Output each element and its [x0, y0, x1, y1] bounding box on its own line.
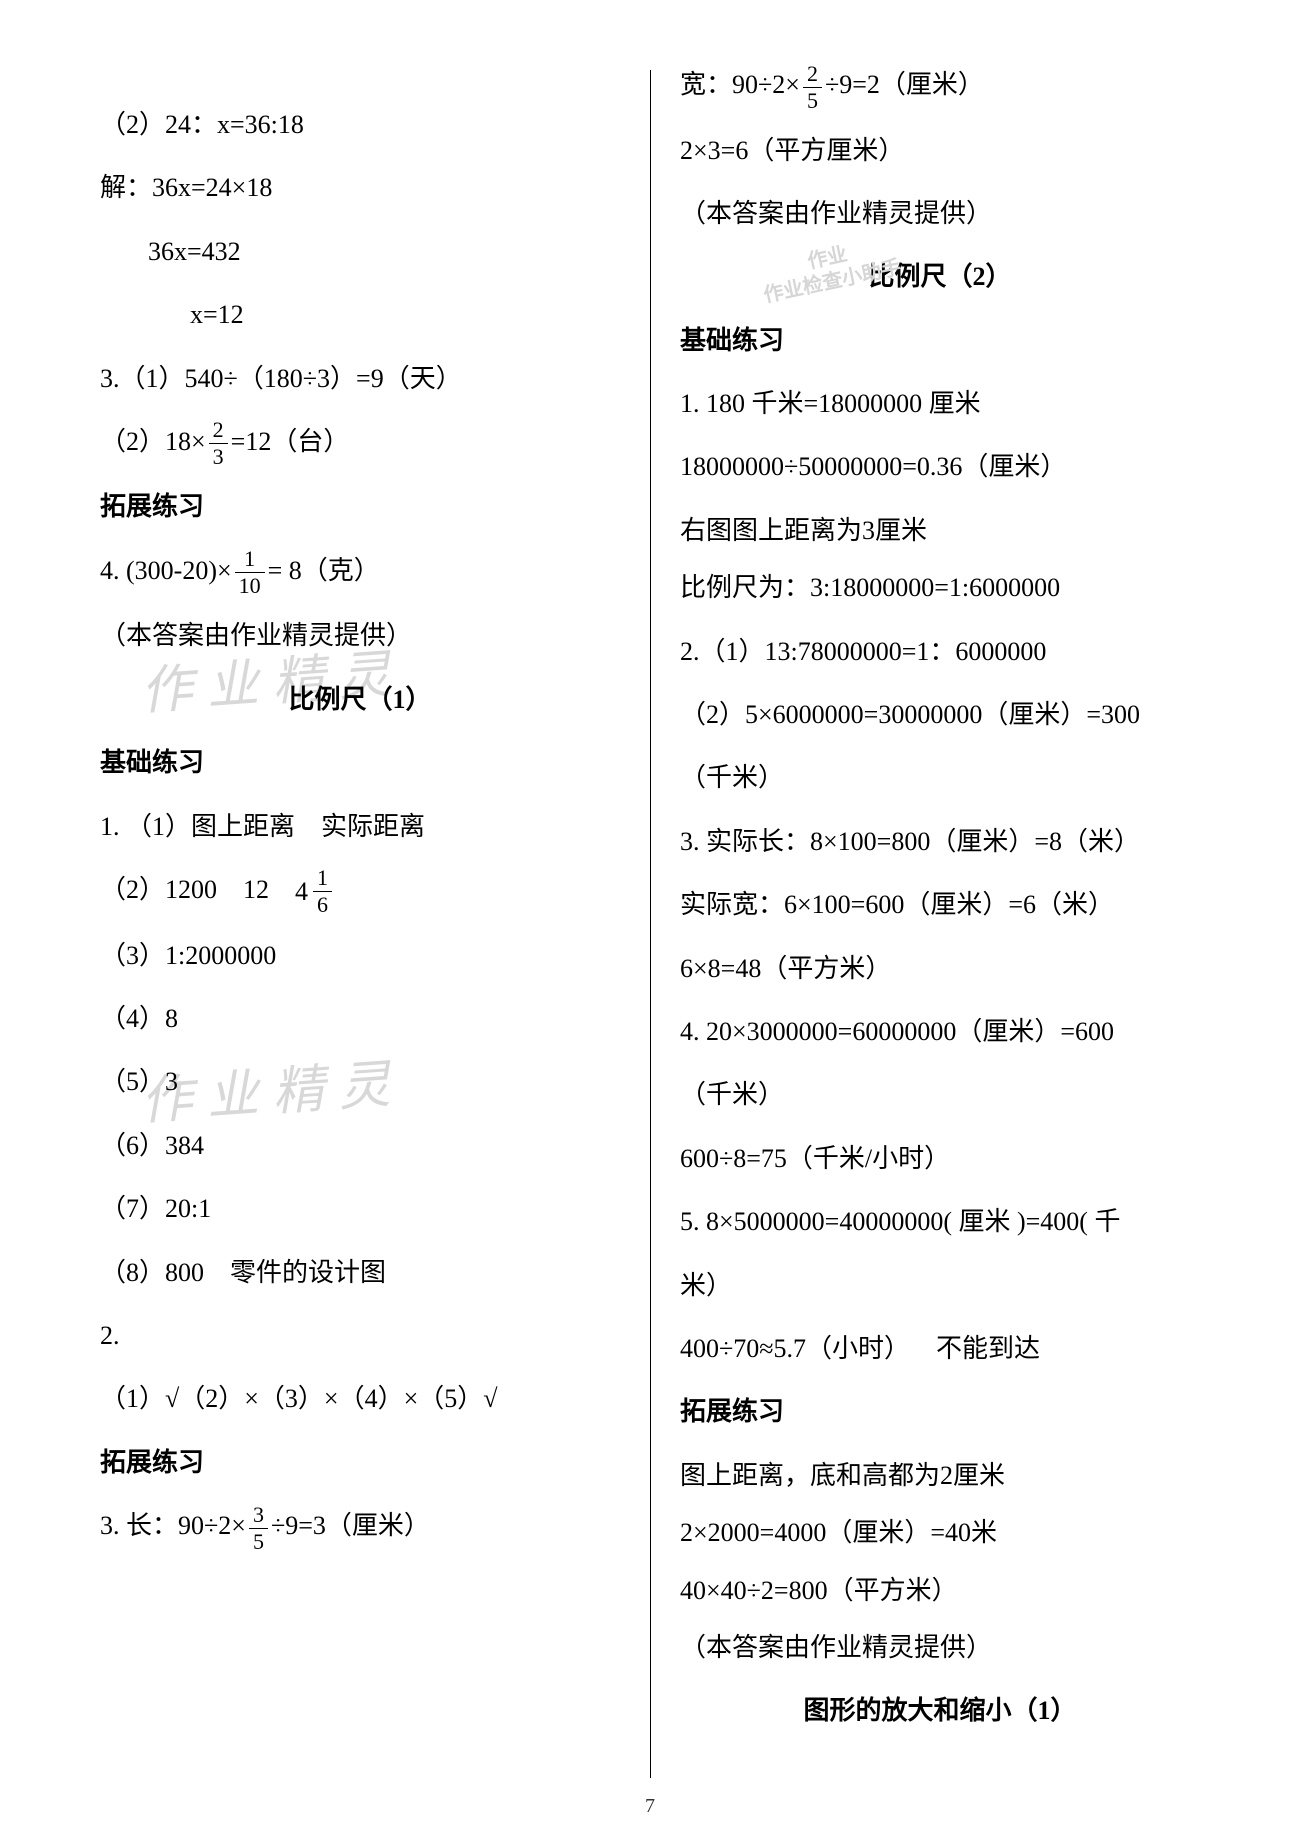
text-line: 解：36x=24×18 [100, 163, 620, 212]
fraction-numerator: 2 [209, 419, 228, 444]
text-line: 米） [680, 1261, 1200, 1310]
text-line: （2）24：x=36:18 [100, 100, 620, 149]
page-container: （2）24：x=36:18 解：36x=24×18 36x=432 x=12 3… [0, 0, 1300, 1838]
text-line: 4. 20×3000000=60000000（厘米）=600 [680, 1007, 1200, 1056]
text-fragment: 实际距离 [321, 812, 425, 841]
text-line: 实际宽：6×100=600（厘米）=6（米） [680, 880, 1200, 929]
mixed-whole: 4 [295, 867, 308, 916]
text-fragment: 不能到达 [936, 1334, 1040, 1363]
left-column: （2）24：x=36:18 解：36x=24×18 36x=432 x=12 3… [80, 60, 650, 1798]
fraction-numerator: 2 [803, 63, 822, 88]
text-line: （1）√（2）×（3）×（4）×（5）√ [100, 1374, 620, 1423]
text-fragment: 零件的设计图 [230, 1258, 386, 1287]
mixed-number: 416 [295, 867, 335, 916]
text-line: （本答案由作业精灵提供） [100, 611, 620, 660]
fraction-denominator: 3 [209, 444, 228, 468]
text-line: （千米） [680, 1070, 1200, 1119]
text-line: 3. 实际长：8×100=800（厘米）=8（米） [680, 817, 1200, 866]
fraction-numerator: 1 [235, 548, 265, 573]
text-line: 400÷70≈5.7（小时） 不能到达 [680, 1324, 1200, 1373]
text-line: （8）800 零件的设计图 [100, 1248, 620, 1297]
text-line: 5. 8×5000000=40000000( 厘米 )=400( 千 [680, 1197, 1200, 1246]
text-line: （千米） [680, 753, 1200, 802]
text-fragment: 400÷70≈5.7（小时） [680, 1334, 910, 1363]
section-heading: 拓展练习 [680, 1387, 1200, 1436]
fraction-numerator: 3 [249, 1504, 268, 1529]
text-fragment: （2）18× [100, 427, 206, 456]
section-heading: 基础练习 [680, 316, 1200, 365]
text-fragment: ÷9=3（厘米） [271, 1511, 430, 1540]
text-line: 宽：90÷2×25÷9=2（厘米） [680, 60, 1200, 112]
text-line: 比例尺为：3:18000000=1:6000000 [680, 563, 1200, 612]
text-line: x=12 [100, 290, 620, 339]
text-line: 2×2000=4000（厘米）=40米 [680, 1508, 1200, 1557]
fraction: 16 [313, 867, 332, 916]
text-line: 6×8=48（平方米） [680, 944, 1200, 993]
section-heading: 图形的放大和缩小（1） [680, 1686, 1200, 1735]
section-heading: 基础练习 [100, 738, 620, 787]
text-line: （6）384 [100, 1121, 620, 1170]
text-fragment: 宽：90÷2× [680, 70, 800, 99]
fraction: 25 [803, 63, 822, 112]
text-line: （2）1200 12 416 [100, 865, 620, 917]
text-fragment: 4. (300-20)× [100, 556, 232, 585]
text-line: （7）20:1 [100, 1184, 620, 1233]
text-line: 1. （1）图上距离 实际距离 [100, 802, 620, 851]
text-fragment: 3. 长：90÷2× [100, 1511, 246, 1540]
text-fragment: （8）800 [100, 1258, 204, 1287]
text-line: 右图图上距离为3厘米 [680, 506, 1200, 555]
text-line: 40×40÷2=800（平方米） [680, 1566, 1200, 1615]
fraction-denominator: 5 [803, 88, 822, 112]
fraction: 35 [249, 1504, 268, 1553]
section-heading: 拓展练习 [100, 482, 620, 531]
stamp-mark: 作业 作业检查小助手 [757, 232, 904, 308]
fraction: 110 [235, 548, 265, 597]
page-number: 7 [645, 1795, 655, 1818]
text-line: （2）18×23=12（台） [100, 417, 620, 469]
text-line: 4. (300-20)×110= 8（克） [100, 546, 620, 598]
text-line: （本答案由作业精灵提供） [680, 189, 1200, 238]
fraction-denominator: 5 [249, 1529, 268, 1553]
text-line: （本答案由作业精灵提供） [680, 1623, 1200, 1672]
fraction-denominator: 10 [235, 573, 265, 597]
section-heading: 拓展练习 [100, 1438, 620, 1487]
text-line: （5）3 [100, 1057, 620, 1106]
text-line: （2）5×6000000=30000000（厘米）=300 [680, 690, 1200, 739]
text-line: 2. [100, 1311, 620, 1360]
fraction-denominator: 6 [313, 892, 332, 916]
text-fragment: = 8（克） [268, 556, 380, 585]
section-heading: 比例尺（2） 作业 作业检查小助手 [680, 252, 1200, 301]
text-line: 1. 180 千米=18000000 厘米 [680, 379, 1200, 428]
text-fragment: ÷9=2（厘米） [825, 70, 984, 99]
text-fragment: 1. （1）图上距离 [100, 812, 295, 841]
text-line: 600÷8=75（千米/小时） [680, 1134, 1200, 1183]
text-line: 2.（1）13:78000000=1：6000000 [680, 627, 1200, 676]
text-fragment: =12（台） [231, 427, 350, 456]
text-line: （4）8 [100, 994, 620, 1043]
text-line: 36x=432 [100, 227, 620, 276]
text-line: 18000000÷50000000=0.36（厘米） [680, 442, 1200, 491]
text-line: 2×3=6（平方厘米） [680, 126, 1200, 175]
right-column: 宽：90÷2×25÷9=2（厘米） 2×3=6（平方厘米） （本答案由作业精灵提… [650, 60, 1220, 1798]
section-heading: 比例尺（1） [100, 675, 620, 724]
text-line: （3）1:2000000 [100, 931, 620, 980]
fraction: 23 [209, 419, 228, 468]
text-line: 图上距离，底和高都为2厘米 [680, 1451, 1200, 1500]
text-fragment: （2）1200 [100, 875, 217, 904]
fraction-numerator: 1 [313, 867, 332, 892]
text-line: 3.（1）540÷（180÷3）=9（天） [100, 354, 620, 403]
text-fragment: 12 [243, 875, 269, 904]
text-line: 3. 长：90÷2×35÷9=3（厘米） [100, 1501, 620, 1553]
